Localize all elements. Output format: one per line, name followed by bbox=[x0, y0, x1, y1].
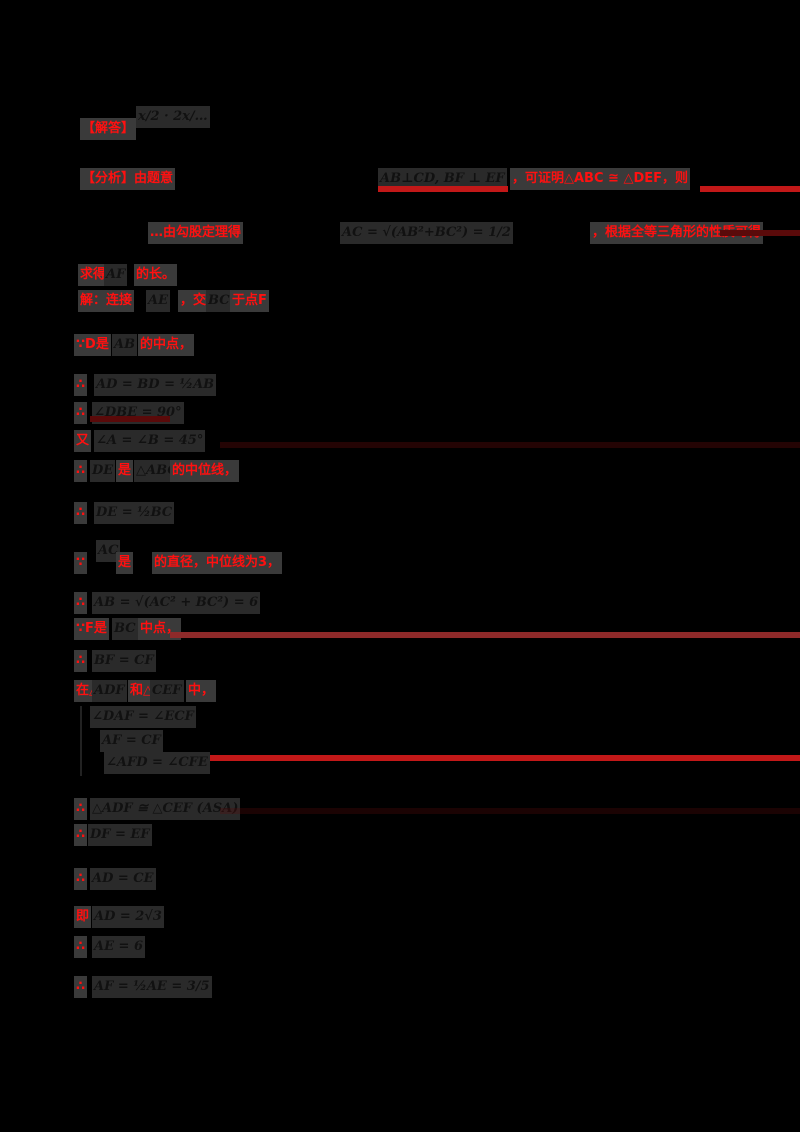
analysis-text: 的长。 bbox=[134, 264, 178, 286]
therefore-symbol: ∴ bbox=[74, 650, 88, 672]
solution-text: ∵D是 bbox=[74, 334, 111, 356]
therefore-symbol: ∴ bbox=[74, 374, 88, 396]
math-expression: BC bbox=[206, 290, 232, 312]
math-expression: AB = √(AC² + BC²) = 6 bbox=[92, 592, 261, 614]
underline-bar bbox=[210, 755, 800, 761]
solution-text: 的直径，中位线为3， bbox=[152, 552, 283, 574]
math-expression: AE = 6 bbox=[92, 936, 145, 958]
therefore-symbol: ∴ bbox=[74, 502, 88, 524]
solution-text: 中， bbox=[186, 680, 217, 702]
math-expression: ∠DAF = ∠ECF bbox=[90, 706, 196, 728]
solution-text: ∵F是 bbox=[74, 618, 109, 640]
analysis-text: 求得 bbox=[78, 264, 109, 286]
therefore-symbol: ∴ bbox=[74, 402, 88, 424]
math-expression: ∠AFD = ∠CFE bbox=[104, 752, 210, 774]
math-expression: CEF bbox=[150, 680, 184, 702]
math-expression: AF = ½AE = 3/5 bbox=[92, 976, 212, 998]
therefore-symbol: ∴ bbox=[74, 460, 88, 482]
solution-text: 是 bbox=[116, 552, 134, 574]
underline-bar bbox=[220, 808, 800, 814]
math-expression: AC = √(AB²+BC²) = 1/2 bbox=[340, 222, 513, 244]
therefore-symbol: ∴ bbox=[74, 976, 88, 998]
solution-text: 和△ bbox=[128, 680, 155, 702]
math-expression: AE bbox=[146, 290, 170, 312]
math-expression: x/2 · 2x/… bbox=[136, 106, 210, 128]
solution-text: 的中点， bbox=[138, 334, 195, 356]
math-expression: DF = EF bbox=[88, 824, 152, 846]
underline-bar bbox=[700, 186, 800, 192]
therefore-symbol: ∴ bbox=[74, 868, 88, 890]
math-expression: BF = CF bbox=[92, 650, 156, 672]
solution-text: 即 bbox=[74, 906, 92, 928]
math-expression: DE bbox=[90, 460, 116, 482]
solution-text: 又 bbox=[74, 430, 92, 452]
solution-text: 是 bbox=[116, 460, 134, 482]
therefore-symbol: ∴ bbox=[74, 798, 88, 820]
math-expression: AF bbox=[104, 264, 128, 286]
because-symbol: ∵ bbox=[74, 552, 88, 574]
therefore-symbol: ∴ bbox=[74, 592, 88, 614]
math-expression: AB bbox=[112, 334, 138, 356]
math-expression: AB⊥CD, BF ⊥ EF bbox=[378, 168, 507, 190]
math-expression: ∠A = ∠B = 45° bbox=[94, 430, 206, 452]
system-brace bbox=[80, 706, 86, 776]
underline-bar bbox=[720, 230, 800, 236]
answer-label: 【解答】 bbox=[80, 118, 137, 140]
analysis-text: ，根据全等三角形的性质可得 bbox=[590, 222, 764, 244]
solution-text: ，交 bbox=[178, 290, 209, 312]
therefore-symbol: ∴ bbox=[74, 936, 88, 958]
math-expression: AD = CE bbox=[90, 868, 156, 890]
underline-bar bbox=[220, 442, 800, 448]
therefore-symbol: ∴ bbox=[74, 824, 88, 846]
math-expression: AD = BD = ½AB bbox=[94, 374, 217, 396]
analysis-text: ，可证明△ABC ≅ △DEF，则 bbox=[510, 168, 691, 190]
solution-label: 解：连接 bbox=[78, 290, 135, 312]
solution-text: 的中位线， bbox=[170, 460, 240, 482]
math-expression: BC bbox=[112, 618, 138, 640]
solution-text: 于点F bbox=[230, 290, 269, 312]
underline-bar bbox=[170, 632, 800, 638]
math-expression: △ADF ≅ △CEF (ASA) bbox=[90, 798, 241, 820]
math-expression: AF = CF bbox=[100, 730, 163, 752]
math-expression: DE = ½BC bbox=[94, 502, 175, 524]
analysis-label: 【分析】由题意 bbox=[80, 168, 176, 190]
math-expression: △ABC bbox=[134, 460, 180, 482]
math-expression: AC bbox=[96, 540, 121, 562]
math-expression: AD = 2√3 bbox=[92, 906, 164, 928]
math-expression: ADF bbox=[92, 680, 127, 702]
underline-bar bbox=[378, 186, 508, 192]
underline-bar bbox=[90, 416, 170, 422]
analysis-text: …由勾股定理得 bbox=[148, 222, 244, 244]
